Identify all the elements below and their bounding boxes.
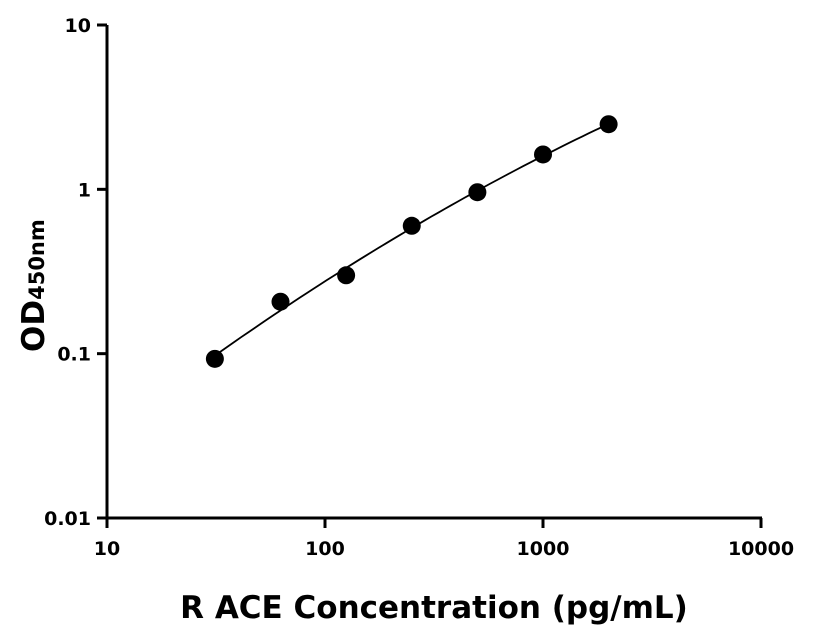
x-tick-label: 1000	[517, 538, 570, 560]
y-tick-label: 0.1	[57, 344, 91, 366]
axes: 10 100 1000 10000 0.01 0.1 1 10	[44, 15, 794, 560]
data-point	[599, 115, 618, 134]
data-point	[402, 216, 421, 235]
y-axis-label-subscript: 450nm	[25, 219, 49, 300]
data-point	[534, 145, 552, 164]
y-tick-label: 10	[65, 15, 91, 37]
x-tick-label: 100	[305, 538, 345, 560]
y-tick-label: 1	[78, 179, 91, 201]
x-axis-label: R ACE Concentration (pg/mL)	[180, 590, 688, 626]
data-point	[271, 292, 290, 311]
y-axis-label: OD450nm	[16, 219, 52, 352]
y-tick-label: 0.01	[44, 508, 91, 530]
x-tick-label: 10	[94, 538, 120, 560]
data-points	[205, 115, 618, 368]
x-tick-label: 10000	[728, 538, 794, 560]
data-point	[205, 349, 224, 368]
y-axis-label-main: OD	[16, 300, 52, 352]
data-point	[468, 183, 487, 202]
data-point	[337, 266, 356, 285]
